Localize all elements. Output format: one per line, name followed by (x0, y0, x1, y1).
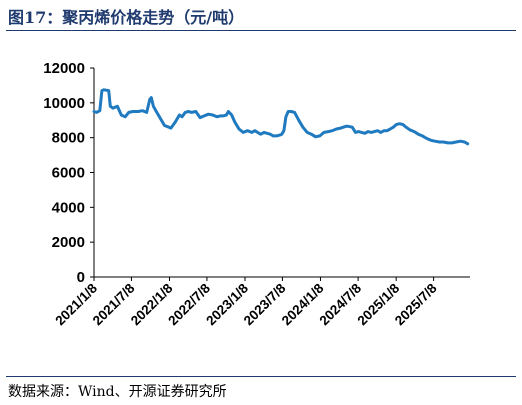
price-series-line (92, 88, 470, 146)
y-tick-label: 2000 (52, 234, 85, 251)
line-chart: 0 2000 4000 6000 8000 10000 12000 2021/1/82021… (43, 60, 470, 328)
y-tick-label: 12000 (43, 60, 85, 77)
y-tick-label: 8000 (52, 130, 85, 147)
series-layer (92, 88, 470, 146)
source-rule (6, 376, 516, 377)
y-tick-label: 10000 (43, 95, 85, 112)
title-rule (6, 30, 516, 31)
y-tick-label: 4000 (52, 199, 85, 216)
y-axis-ticks: 0 2000 4000 6000 8000 10000 12000 (43, 60, 94, 286)
y-tick-label: 0 (77, 269, 85, 286)
x-tick-label: 2025/7/8 (392, 280, 440, 328)
x-axis-ticks: 2021/1/82021/7/82022/1/82022/7/82023/1/8… (52, 277, 440, 328)
figure-title: 图17：聚丙烯价格走势（元/吨） (8, 8, 245, 27)
y-tick-label: 6000 (52, 165, 85, 182)
source-note: 数据来源：Wind、开源证券研究所 (8, 384, 227, 400)
